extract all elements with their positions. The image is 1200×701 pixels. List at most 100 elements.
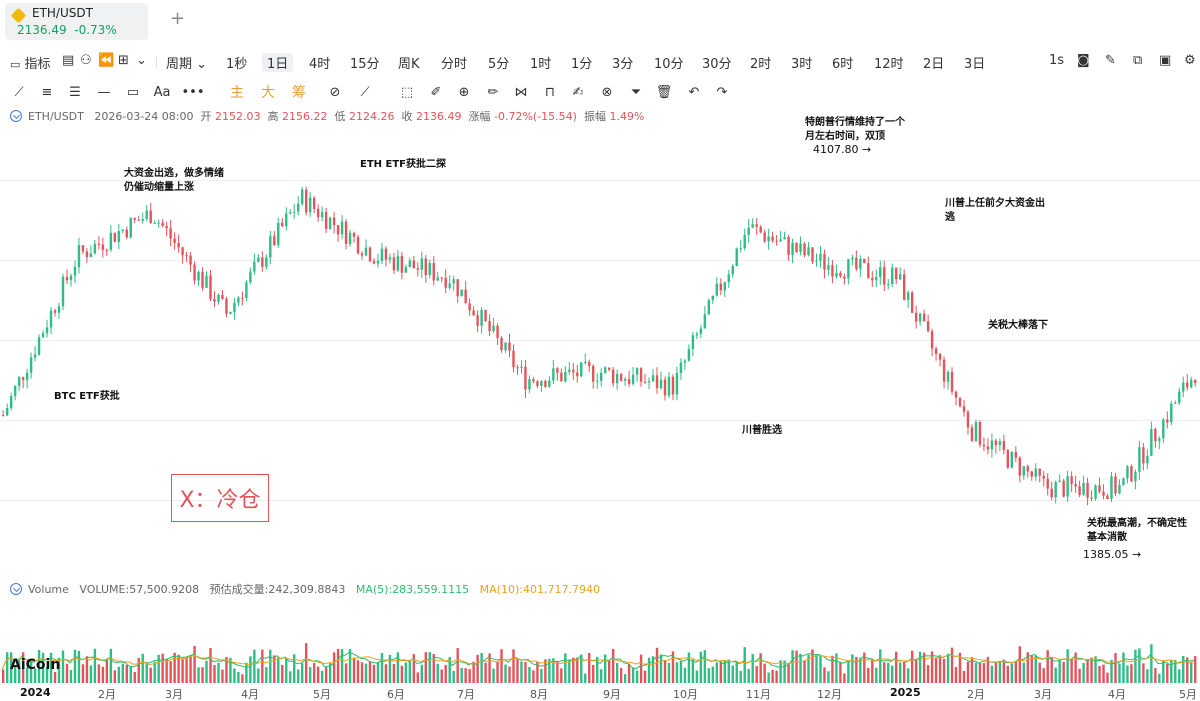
lock-icon[interactable]: ⊓ (544, 84, 556, 100)
chip-label-button[interactable]: 筹 (292, 85, 306, 101)
hlines-tool-icon[interactable]: ≡ (41, 84, 53, 100)
more-tools-icon[interactable]: ••• (181, 84, 205, 100)
interval-2h[interactable]: 2时 (750, 57, 772, 72)
add-tab-icon[interactable]: + (170, 8, 186, 29)
volume-bar (1102, 664, 1105, 683)
compare-icon[interactable]: ⚇ (80, 53, 92, 68)
main-label-button[interactable]: 主 (230, 85, 244, 101)
volume-bar (1154, 668, 1157, 683)
pen-icon[interactable]: ✎ (1105, 53, 1116, 68)
interval-1d[interactable]: 1日 (262, 53, 294, 72)
interval-10m[interactable]: 10分 (654, 57, 684, 72)
interval-4h[interactable]: 4时 (309, 57, 331, 72)
candle-body (500, 337, 503, 351)
volume-bar (1122, 652, 1125, 683)
interval-5m[interactable]: 5分 (488, 57, 510, 72)
link-icon[interactable]: ⊗ (601, 84, 613, 100)
volume-collapse-icon[interactable] (10, 583, 22, 595)
candle-body (1170, 403, 1173, 423)
candle-body (580, 362, 583, 377)
volume-bar (121, 663, 124, 683)
interval-1s[interactable]: 1秒 (226, 57, 248, 72)
volume-bar (751, 653, 754, 683)
symbol-tab[interactable]: ETH/USDT 2136.49 -0.73% (5, 3, 148, 40)
magnet-icon[interactable]: ⊘ (329, 84, 341, 100)
volume-bar (787, 664, 790, 683)
select-icon[interactable]: ⬚ (400, 84, 414, 100)
interval-timeline[interactable]: 分时 (441, 57, 468, 72)
candle-body (711, 295, 715, 301)
candle-body (205, 275, 208, 288)
redo-icon[interactable]: ↷ (716, 84, 728, 100)
layout-icon[interactable]: ▣ (1159, 53, 1172, 68)
undo-icon[interactable]: ↶ (688, 84, 700, 100)
template-icon[interactable]: ▤ (62, 53, 75, 68)
grid-icon[interactable]: ⊞ (118, 53, 129, 68)
annotation-trump-win: 川普胜选 (742, 425, 782, 436)
channel-tool-icon[interactable]: ☰ (69, 84, 81, 100)
candle-body (1014, 452, 1018, 458)
chevron-down-icon[interactable]: ⌄ (136, 53, 147, 68)
interval-1s-right[interactable]: 1s (1049, 53, 1065, 68)
line-tool-icon[interactable]: ⟋ (14, 84, 24, 100)
volume-bar (480, 653, 483, 683)
filter-icon[interactable]: ⏷ (630, 84, 642, 100)
settings-icon[interactable]: ⚙ (1184, 53, 1196, 68)
interval-1h[interactable]: 1时 (530, 57, 552, 72)
interval-6h[interactable]: 6时 (832, 57, 854, 72)
collapse-chevron-icon[interactable] (10, 110, 22, 122)
ruler-icon[interactable]: ✐ (430, 84, 442, 100)
volume-bar (978, 663, 982, 683)
interval-3d[interactable]: 3日 (964, 57, 986, 72)
candle-body (918, 313, 922, 322)
volume-bar (109, 648, 113, 683)
hray-tool-icon[interactable]: — (97, 84, 111, 100)
measure-icon[interactable]: ⟋ (360, 84, 370, 100)
edit-icon[interactable]: ✍ (572, 84, 584, 100)
volume-bar (1058, 660, 1061, 683)
indicator-button[interactable]: ▭ 指标 (10, 57, 51, 72)
volume-bar (460, 667, 463, 683)
zoom-in-icon[interactable]: ⊕ (458, 84, 470, 100)
interval-week[interactable]: 周K (398, 57, 420, 72)
volume-bar (950, 647, 954, 683)
interval-15m[interactable]: 15分 (350, 57, 380, 72)
volume-bar (49, 652, 53, 683)
interval-1m[interactable]: 1分 (571, 57, 593, 72)
rewind-icon[interactable]: ⏪ (98, 53, 115, 68)
period-dropdown[interactable]: 周期 ⌄ (166, 57, 208, 72)
interval-2d[interactable]: 2日 (923, 57, 945, 72)
interval-30m[interactable]: 30分 (702, 57, 732, 72)
candle-body (1022, 466, 1025, 476)
info-change: -0.72%(-15.54) (494, 110, 577, 123)
volume-bar (297, 669, 300, 683)
volume-bar (1006, 665, 1010, 683)
interval-3h[interactable]: 3时 (791, 57, 813, 72)
volume-chart[interactable] (0, 597, 1200, 683)
candle-body (835, 272, 838, 277)
interval-3m[interactable]: 3分 (612, 57, 634, 72)
interval-12h[interactable]: 12时 (874, 57, 904, 72)
rect-tool-icon[interactable]: ▭ (126, 84, 140, 100)
x-tick: 10月 (673, 688, 698, 701)
brush-icon[interactable]: ✏ (487, 84, 499, 100)
candle-body (332, 217, 336, 226)
volume-bar (500, 649, 503, 683)
annotation-btc-etf: BTC ETF获批 (54, 391, 120, 402)
trash-icon[interactable]: 🗑 (655, 84, 673, 100)
candle-body (113, 232, 117, 242)
text-tool-icon[interactable]: Aa (153, 84, 171, 100)
hide-icon[interactable]: ⋈ (514, 84, 528, 100)
camera-icon[interactable]: ◙ (1077, 53, 1090, 68)
candle-body (639, 368, 643, 382)
volume-bar (703, 650, 707, 683)
popout-icon[interactable]: ⧉ (1133, 53, 1143, 68)
candle-body (492, 325, 495, 332)
volume-bar (496, 661, 499, 683)
candle-body (703, 314, 707, 329)
candle-body (37, 337, 41, 355)
candle-body (241, 297, 244, 299)
candlestick-chart[interactable] (0, 120, 1200, 570)
candle-body (687, 348, 691, 361)
big-label-button[interactable]: 大 (261, 85, 275, 101)
